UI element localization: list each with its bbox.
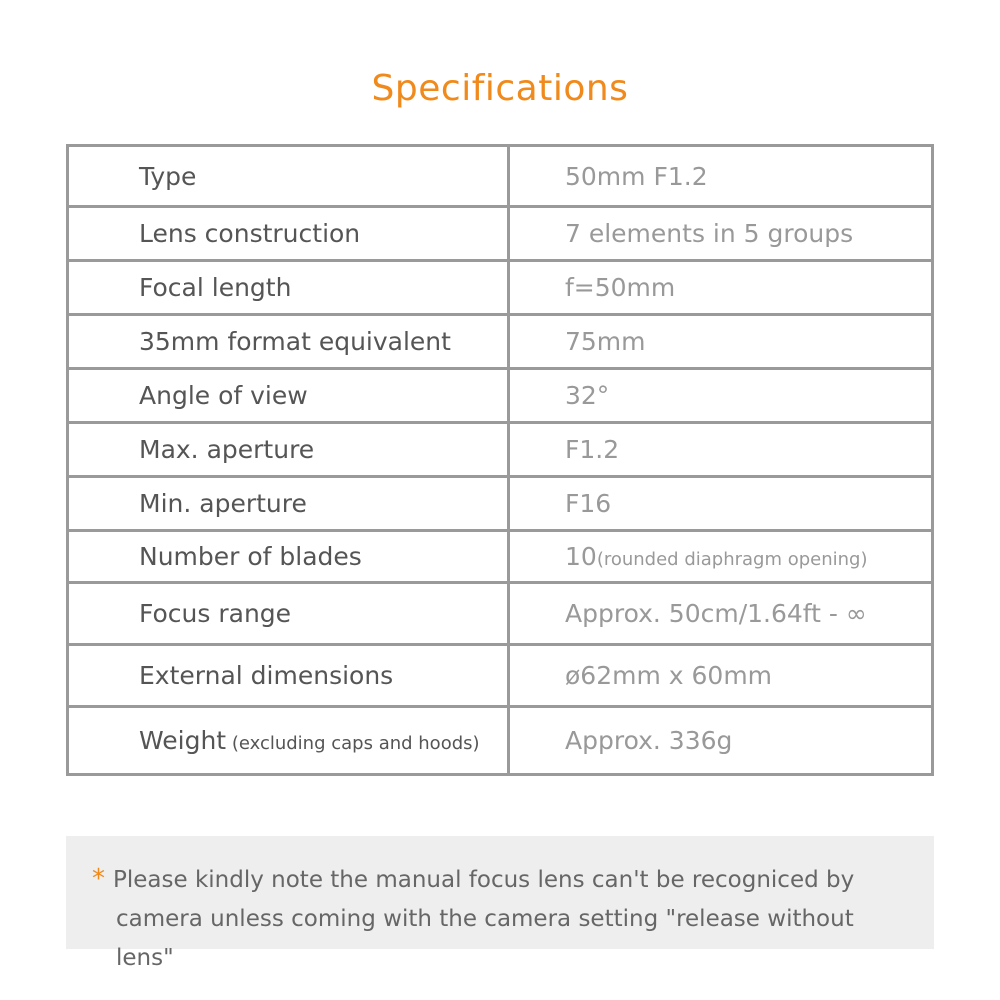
spec-value: ø62mm x 60mm — [507, 643, 934, 708]
spec-label-text: Type — [139, 161, 197, 191]
spec-value-text: f=50mm — [565, 273, 676, 302]
spec-label: Number of blades — [66, 529, 510, 584]
table-row: Focal length f=50mm — [66, 259, 934, 316]
note-line-2: camera unless coming with the camera set… — [116, 906, 854, 971]
table-row: Type 50mm F1.2 — [66, 144, 934, 208]
spec-label: Max. aperture — [66, 421, 510, 478]
spec-value-text: Approx. 336g — [565, 726, 733, 755]
spec-value: 50mm F1.2 — [507, 144, 934, 208]
spec-label-text: Min. aperture — [139, 489, 307, 518]
note-line-1: Please kindly note the manual focus lens… — [113, 867, 855, 893]
spec-label: Type — [66, 144, 510, 208]
table-row: Weight (excluding caps and hoods) Approx.… — [66, 705, 934, 776]
spec-value-text: F1.2 — [565, 435, 620, 464]
spec-value-text: 10 — [565, 542, 597, 571]
spec-value: 7 elements in 5 groups — [507, 205, 934, 262]
page-title: Specifications — [371, 68, 629, 109]
spec-value: 10(rounded diaphragm opening) — [507, 529, 934, 584]
spec-value: F1.2 — [507, 421, 934, 478]
specifications-table: Type 50mm F1.2 Lens construction 7 elements… — [66, 144, 934, 776]
spec-label-text: 35mm format equivalent — [139, 327, 451, 356]
spec-label-note: (excluding caps and hoods) — [226, 733, 480, 754]
spec-label-text: Focal length — [139, 273, 292, 302]
spec-value: Approx. 50cm/1.64ft - ∞ — [507, 581, 934, 646]
spec-label: External dimensions — [66, 643, 510, 708]
spec-label-text: Angle of view — [139, 381, 308, 410]
spec-label-text: Lens construction — [139, 219, 361, 248]
table-row: Number of blades 10(rounded diaphragm ope… — [66, 529, 934, 584]
table-row: Max. aperture F1.2 — [66, 421, 934, 478]
spec-label-text: Max. aperture — [139, 435, 315, 464]
spec-value-text: F16 — [565, 489, 612, 518]
spec-value-text: 7 elements in 5 groups — [565, 219, 854, 248]
spec-value-text: 32° — [565, 381, 610, 410]
spec-label: Focus range — [66, 581, 510, 646]
spec-label: Weight (excluding caps and hoods) — [66, 705, 510, 776]
table-row: Min. aperture F16 — [66, 475, 934, 532]
spec-label: 35mm format equivalent — [66, 313, 510, 370]
spec-label-text: Focus range — [139, 599, 292, 628]
table-row: 35mm format equivalent 75mm — [66, 313, 934, 370]
table-row: Lens construction 7 elements in 5 groups — [66, 205, 934, 262]
asterisk-icon: * — [92, 864, 105, 894]
spec-value: F16 — [507, 475, 934, 532]
spec-label-text: Number of blades — [139, 542, 362, 571]
spec-label-text: External dimensions — [139, 661, 394, 690]
spec-label: Lens construction — [66, 205, 510, 262]
spec-value-text: 75mm — [565, 327, 646, 356]
spec-value-note: (rounded diaphragm opening) — [596, 549, 868, 570]
spec-label-text: Weight — [139, 726, 227, 755]
spec-label: Focal length — [66, 259, 510, 316]
spec-value-text: 50mm F1.2 — [565, 161, 708, 191]
table-row: External dimensions ø62mm x 60mm — [66, 643, 934, 708]
spec-value-text: ø62mm x 60mm — [565, 661, 773, 690]
spec-value: f=50mm — [507, 259, 934, 316]
spec-label: Min. aperture — [66, 475, 510, 532]
spec-label: Angle of view — [66, 367, 510, 424]
spec-value-text: Approx. 50cm/1.64ft - ∞ — [565, 599, 867, 628]
table-row: Angle of view 32° — [66, 367, 934, 424]
table-row: Focus range Approx. 50cm/1.64ft - ∞ — [66, 581, 934, 646]
spec-value: Approx. 336g — [507, 705, 934, 776]
compatibility-note: * Please kindly note the manual focus len… — [66, 836, 934, 971]
spec-value: 75mm — [507, 313, 934, 370]
spec-value: 32° — [507, 367, 934, 424]
